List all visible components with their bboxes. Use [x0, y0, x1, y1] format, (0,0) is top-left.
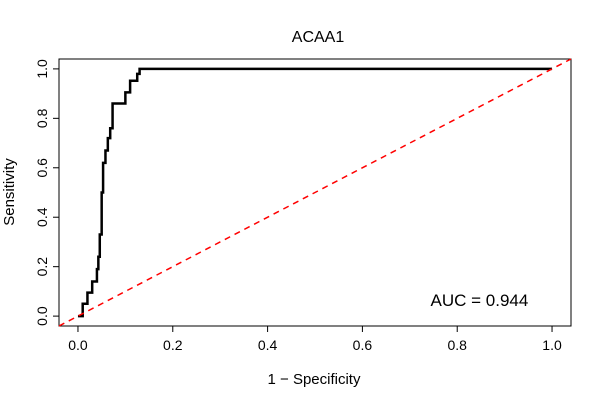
series-layer — [58, 58, 572, 327]
x-axis-label: 1 − Specificity — [268, 371, 361, 388]
auc-annotation: AUC = 0.944 — [431, 291, 529, 310]
y-tick-label: 1.0 — [34, 59, 50, 79]
roc-curve-line — [77, 67, 553, 318]
y-tick-label: 0.0 — [34, 306, 50, 326]
x-tick-label: 0.6 — [353, 337, 373, 353]
x-axis: 0.0 0.2 0.4 0.6 0.8 1.0 — [68, 326, 562, 353]
y-axis: 0.0 0.2 0.4 0.6 0.8 1.0 — [34, 59, 59, 326]
y-tick-label: 0.4 — [34, 207, 50, 227]
x-tick-label: 0.4 — [258, 337, 278, 353]
plot-frame — [58, 58, 572, 327]
x-tick-label: 1.0 — [542, 337, 562, 353]
y-tick-label: 0.8 — [34, 108, 50, 128]
x-tick-label: 0.0 — [68, 337, 88, 353]
y-tick-label: 0.2 — [34, 257, 50, 277]
x-tick-label: 0.8 — [447, 337, 467, 353]
reference-diagonal-line — [58, 58, 572, 327]
x-tick-label: 0.2 — [163, 337, 183, 353]
chart-title: ACAA1 — [292, 29, 345, 46]
y-axis-label: Sensitivity — [1, 158, 18, 226]
y-tick-label: 0.6 — [34, 158, 50, 178]
